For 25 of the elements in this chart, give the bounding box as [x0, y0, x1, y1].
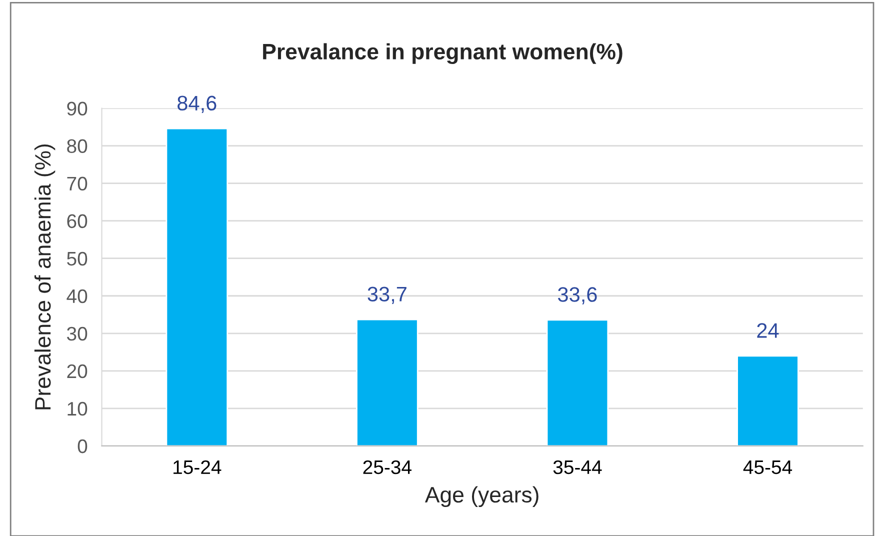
data-label: 33,7 — [368, 286, 406, 304]
y-tick-label: 70 — [67, 176, 88, 191]
y-tick-label: 40 — [66, 289, 88, 304]
x-tick-label: 15-24 — [174, 460, 222, 474]
x-tick-label: 25-34 — [363, 460, 412, 474]
data-label: 84,6 — [178, 96, 216, 113]
y-tick-label: 0 — [78, 439, 88, 454]
x-axis-title: Age (years) — [424, 486, 538, 508]
bar — [546, 319, 609, 446]
x-tick-label: 45-54 — [743, 460, 792, 474]
y-tick-label: 60 — [67, 214, 88, 228]
y-axis-title: Prevalence of anaemia (%) — [34, 144, 56, 410]
x-tick-label: 35-44 — [553, 460, 602, 474]
bar — [356, 318, 418, 446]
y-tick-label: 80 — [67, 139, 88, 154]
data-label: 33,6 — [558, 287, 597, 304]
bar — [736, 355, 799, 446]
data-label: 24 — [757, 323, 779, 338]
y-tick-label: 20 — [67, 364, 88, 378]
y-tick-label: 90 — [67, 102, 88, 116]
y-tick-label: 30 — [67, 326, 88, 341]
bar — [166, 128, 228, 446]
y-tick-label: 50 — [67, 252, 88, 266]
y-tick-label: 10 — [68, 402, 88, 416]
chart-title: Prevalance in pregnant women(%) — [263, 43, 622, 64]
